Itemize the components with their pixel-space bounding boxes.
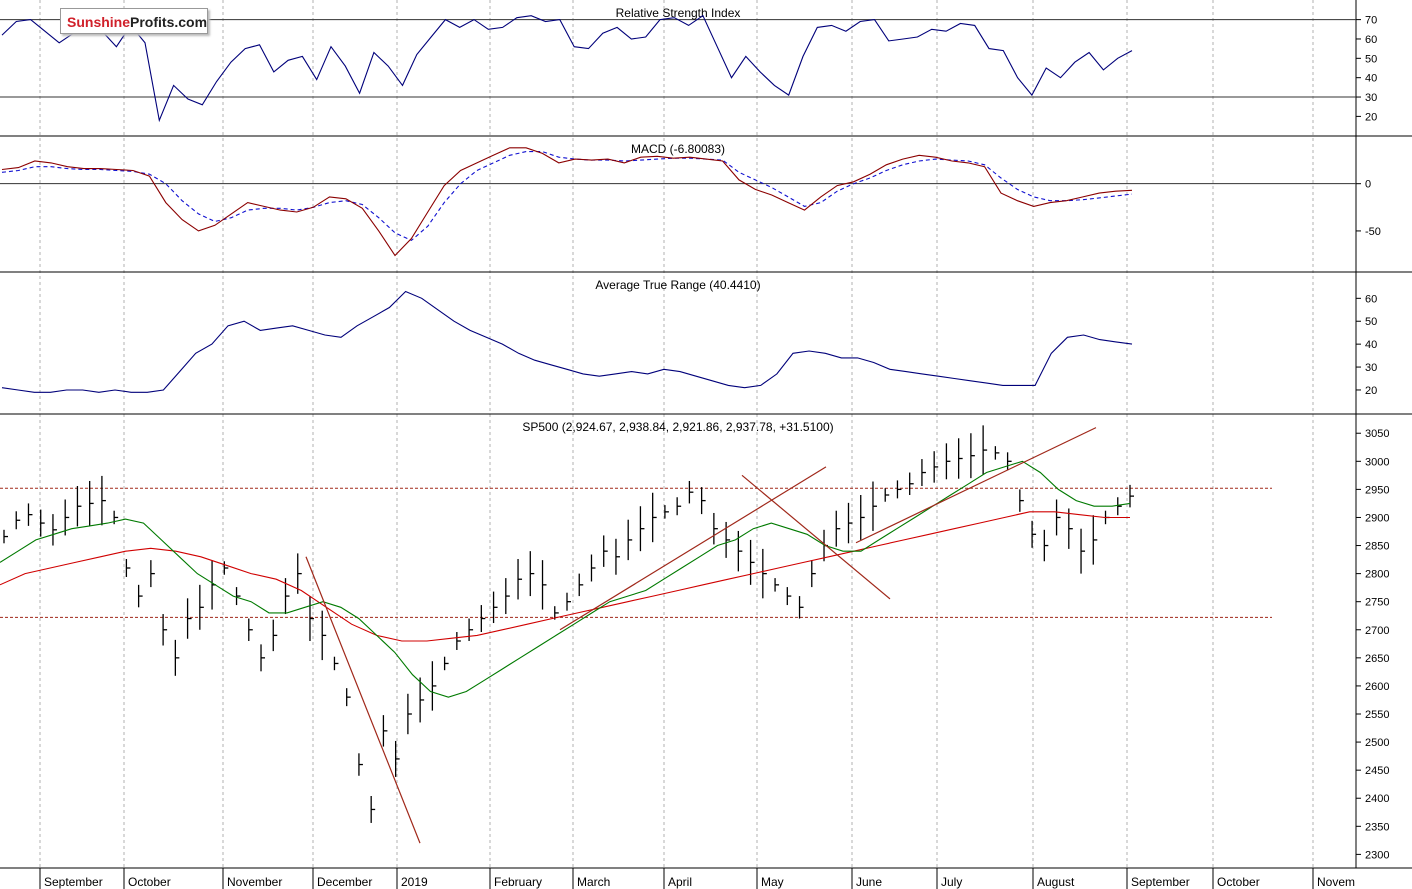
month-label: December [317,875,372,889]
y-tick-label: 30 [1365,92,1377,104]
y-tick-label: 2650 [1365,653,1389,665]
month-label: September [1131,875,1190,889]
y-tick-label: 2700 [1365,625,1389,637]
month-label: March [577,875,610,889]
y-tick-label: 60 [1365,293,1377,305]
y-tick-label: 50 [1365,316,1377,328]
month-label: Novem [1317,875,1355,889]
y-tick-label: 2900 [1365,512,1389,524]
y-tick-label: 2800 [1365,569,1389,581]
macd-signal-line [1,151,1133,242]
atr-line [1,290,1133,393]
y-tick-label: 2850 [1365,541,1389,553]
month-label: February [494,875,542,889]
y-tick-label: 2750 [1365,597,1389,609]
brand-part-2: Profits.com [130,14,208,30]
month-label: November [227,875,282,889]
y-tick-label: 20 [1365,111,1377,123]
y-tick-label: -50 [1365,226,1381,238]
month-label: October [1217,875,1260,889]
indicator-title: Average True Range (40.4410) [595,278,760,292]
month-label: August [1037,875,1075,889]
y-tick-label: 20 [1365,385,1377,397]
y-tick-label: 2550 [1365,709,1389,721]
moving-average-short [0,460,1131,698]
month-label: June [856,875,882,889]
y-tick-label: 40 [1365,73,1377,85]
y-tick-label: 3050 [1365,428,1389,440]
y-tick-label: 30 [1365,362,1377,374]
y-tick-label: 2350 [1365,821,1389,833]
y-tick-label: 2450 [1365,765,1389,777]
y-tick-label: 50 [1365,53,1377,65]
macd-line [1,147,1133,257]
indicator-title: SP500 (2,924.67, 2,938.84, 2,921.86, 2,9… [522,420,833,434]
month-label: April [668,875,692,889]
month-label: May [761,875,784,889]
declining-trend-line [741,474,891,600]
brand-logo: SunshineProfits.com [60,8,208,34]
y-tick-label: 2400 [1365,793,1389,805]
indicator-title: Relative Strength Index [616,6,741,20]
rising-trend-line [559,466,827,631]
y-tick-label: 3000 [1365,456,1389,468]
month-label: July [941,875,962,889]
moving-average-long [0,511,1130,642]
month-label: 2019 [401,875,428,889]
month-label: October [128,875,171,889]
y-tick-label: 2500 [1365,737,1389,749]
declining-trend-line [305,556,421,844]
y-tick-label: 60 [1365,34,1377,46]
y-tick-label: 2600 [1365,681,1389,693]
month-label: September [44,875,103,889]
y-tick-label: 2300 [1365,849,1389,861]
rsi-line [1,14,1133,123]
rising-trend-line [855,427,1097,544]
y-tick-label: 0 [1365,179,1371,191]
indicator-title: MACD (-6.80083) [631,142,725,156]
y-tick-label: 2950 [1365,484,1389,496]
brand-part-1: Sunshine [67,14,131,30]
y-tick-label: 40 [1365,339,1377,351]
y-tick-label: 70 [1365,15,1377,27]
